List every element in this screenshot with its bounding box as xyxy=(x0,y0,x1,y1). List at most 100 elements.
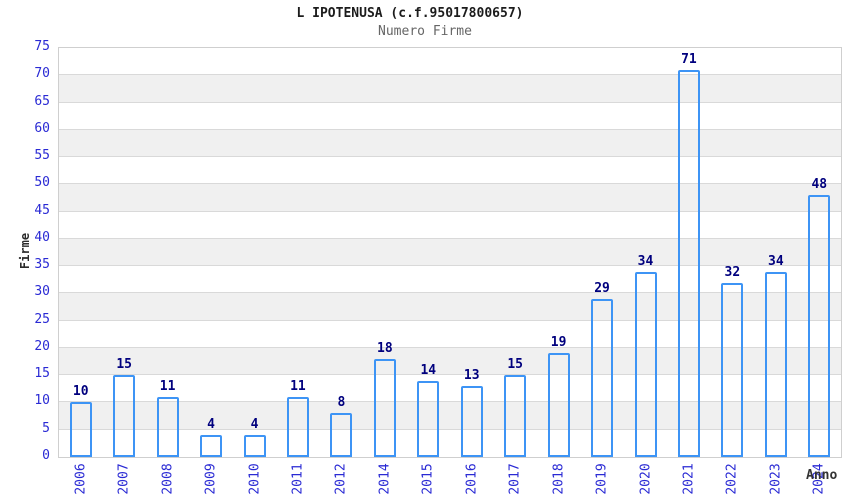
grid-line xyxy=(59,183,841,185)
grid-line xyxy=(59,346,841,348)
bar-value-label: 11 xyxy=(159,379,176,395)
y-tick-label: 75 xyxy=(34,39,50,54)
bar-value-label: 10 xyxy=(72,384,89,400)
y-tick-label: 35 xyxy=(34,257,50,273)
bar-2016 xyxy=(460,386,483,457)
bar-value-label: 71 xyxy=(681,51,697,67)
y-tick-label: 25 xyxy=(34,311,50,327)
x-tick-label: 2007 xyxy=(116,463,132,495)
y-tick-label: 70 xyxy=(34,66,50,82)
x-tick-label: 2008 xyxy=(160,463,176,495)
grid-band xyxy=(59,48,841,76)
bar-value-label: 34 xyxy=(768,253,784,269)
bar-value-label: 19 xyxy=(550,335,567,351)
chart-title: L IPOTENUSA (c.f.95017800657) xyxy=(296,6,524,21)
x-tick-label: 2018 xyxy=(551,463,567,495)
bar-2018 xyxy=(547,353,570,457)
bar-2006 xyxy=(69,402,92,457)
grid-line xyxy=(59,428,841,430)
grid-band xyxy=(59,347,841,376)
x-tick-label: 2014 xyxy=(377,463,393,495)
bar-2011 xyxy=(286,397,309,457)
bar-value-label: 14 xyxy=(420,362,437,378)
bar-value-label: 18 xyxy=(377,340,393,356)
grid-line xyxy=(59,319,841,321)
bar-2019 xyxy=(591,298,614,457)
y-tick-label: 60 xyxy=(34,120,50,136)
y-tick-label: 20 xyxy=(34,338,50,354)
grid-line xyxy=(59,374,841,376)
x-tick-label: 2009 xyxy=(203,463,219,495)
grid-band xyxy=(59,211,841,239)
grid-line xyxy=(59,265,841,267)
x-tick-label: 2020 xyxy=(638,463,653,495)
grid-band xyxy=(59,184,841,212)
x-tick-label: 2022 xyxy=(724,463,740,495)
grid-band xyxy=(59,157,841,185)
grid-band xyxy=(59,402,841,430)
y-tick-label: 50 xyxy=(34,175,50,191)
bar-2023 xyxy=(764,271,787,457)
chart-subtitle: Numero Firme xyxy=(378,24,472,39)
bar-value-label: 34 xyxy=(637,253,654,269)
grid-line xyxy=(59,292,841,294)
y-tick-label: 55 xyxy=(34,148,50,164)
grid-band xyxy=(59,129,841,158)
x-tick-label: 2011 xyxy=(290,463,306,495)
bar-value-label: 29 xyxy=(594,280,610,296)
bar-2007 xyxy=(113,375,136,457)
grid-line xyxy=(59,128,841,130)
bar-value-label: 15 xyxy=(507,357,523,373)
bar-2015 xyxy=(417,380,440,457)
grid-line xyxy=(59,401,841,403)
bar-value-label: 48 xyxy=(811,177,828,193)
y-tick-label: 5 xyxy=(42,420,50,436)
bar-value-label: 13 xyxy=(463,368,480,384)
bar-2010 xyxy=(243,435,266,457)
grid-band xyxy=(59,266,841,294)
bar-value-label: 32 xyxy=(724,264,741,280)
bar-2017 xyxy=(504,375,527,457)
plot-area: 10 15 11 4 4 11 8 18 14 13 15 19 29 34 71 32 34 48 xyxy=(58,47,842,458)
bar-2014 xyxy=(373,358,396,457)
x-tick-label: 2015 xyxy=(420,463,436,495)
grid-line xyxy=(59,210,841,212)
grid-band xyxy=(59,75,841,103)
bar-2020 xyxy=(634,271,657,457)
y-tick-label: 10 xyxy=(34,393,50,409)
bar-value-label: 15 xyxy=(116,357,132,373)
grid-line xyxy=(59,156,841,158)
grid-band xyxy=(59,102,841,130)
x-axis-title: Anno xyxy=(806,468,838,483)
bar-2009 xyxy=(200,435,223,457)
grid-band xyxy=(59,238,841,267)
y-tick-label: 65 xyxy=(34,93,50,109)
x-tick-label: 2012 xyxy=(333,463,349,495)
y-tick-label: 15 xyxy=(34,366,50,382)
y-tick-label: 40 xyxy=(34,229,50,245)
bar-value-label: 11 xyxy=(290,379,306,395)
x-tick-label: 2016 xyxy=(464,463,480,495)
bar-value-label: 4 xyxy=(207,417,215,433)
x-tick-label: 2023 xyxy=(768,463,784,495)
bar-2022 xyxy=(721,282,744,457)
x-tick-label: 2010 xyxy=(247,463,262,495)
x-tick-label: 2019 xyxy=(594,463,610,495)
grid-line xyxy=(59,74,841,76)
grid-band xyxy=(59,293,841,321)
x-tick-label: 2021 xyxy=(681,463,697,495)
grid-band xyxy=(59,429,841,457)
grid-line xyxy=(59,101,841,103)
bar-2008 xyxy=(156,397,179,457)
grid-band xyxy=(59,375,841,403)
bar-2021 xyxy=(677,69,700,457)
bar-2012 xyxy=(330,413,353,457)
x-tick-label: 2017 xyxy=(507,463,523,495)
grid-line xyxy=(59,237,841,239)
y-tick-label: 30 xyxy=(34,284,50,300)
bar-value-label: 4 xyxy=(250,417,259,433)
grid-band xyxy=(59,320,841,348)
bar-2024 xyxy=(808,195,831,457)
y-tick-label: 45 xyxy=(34,202,50,218)
